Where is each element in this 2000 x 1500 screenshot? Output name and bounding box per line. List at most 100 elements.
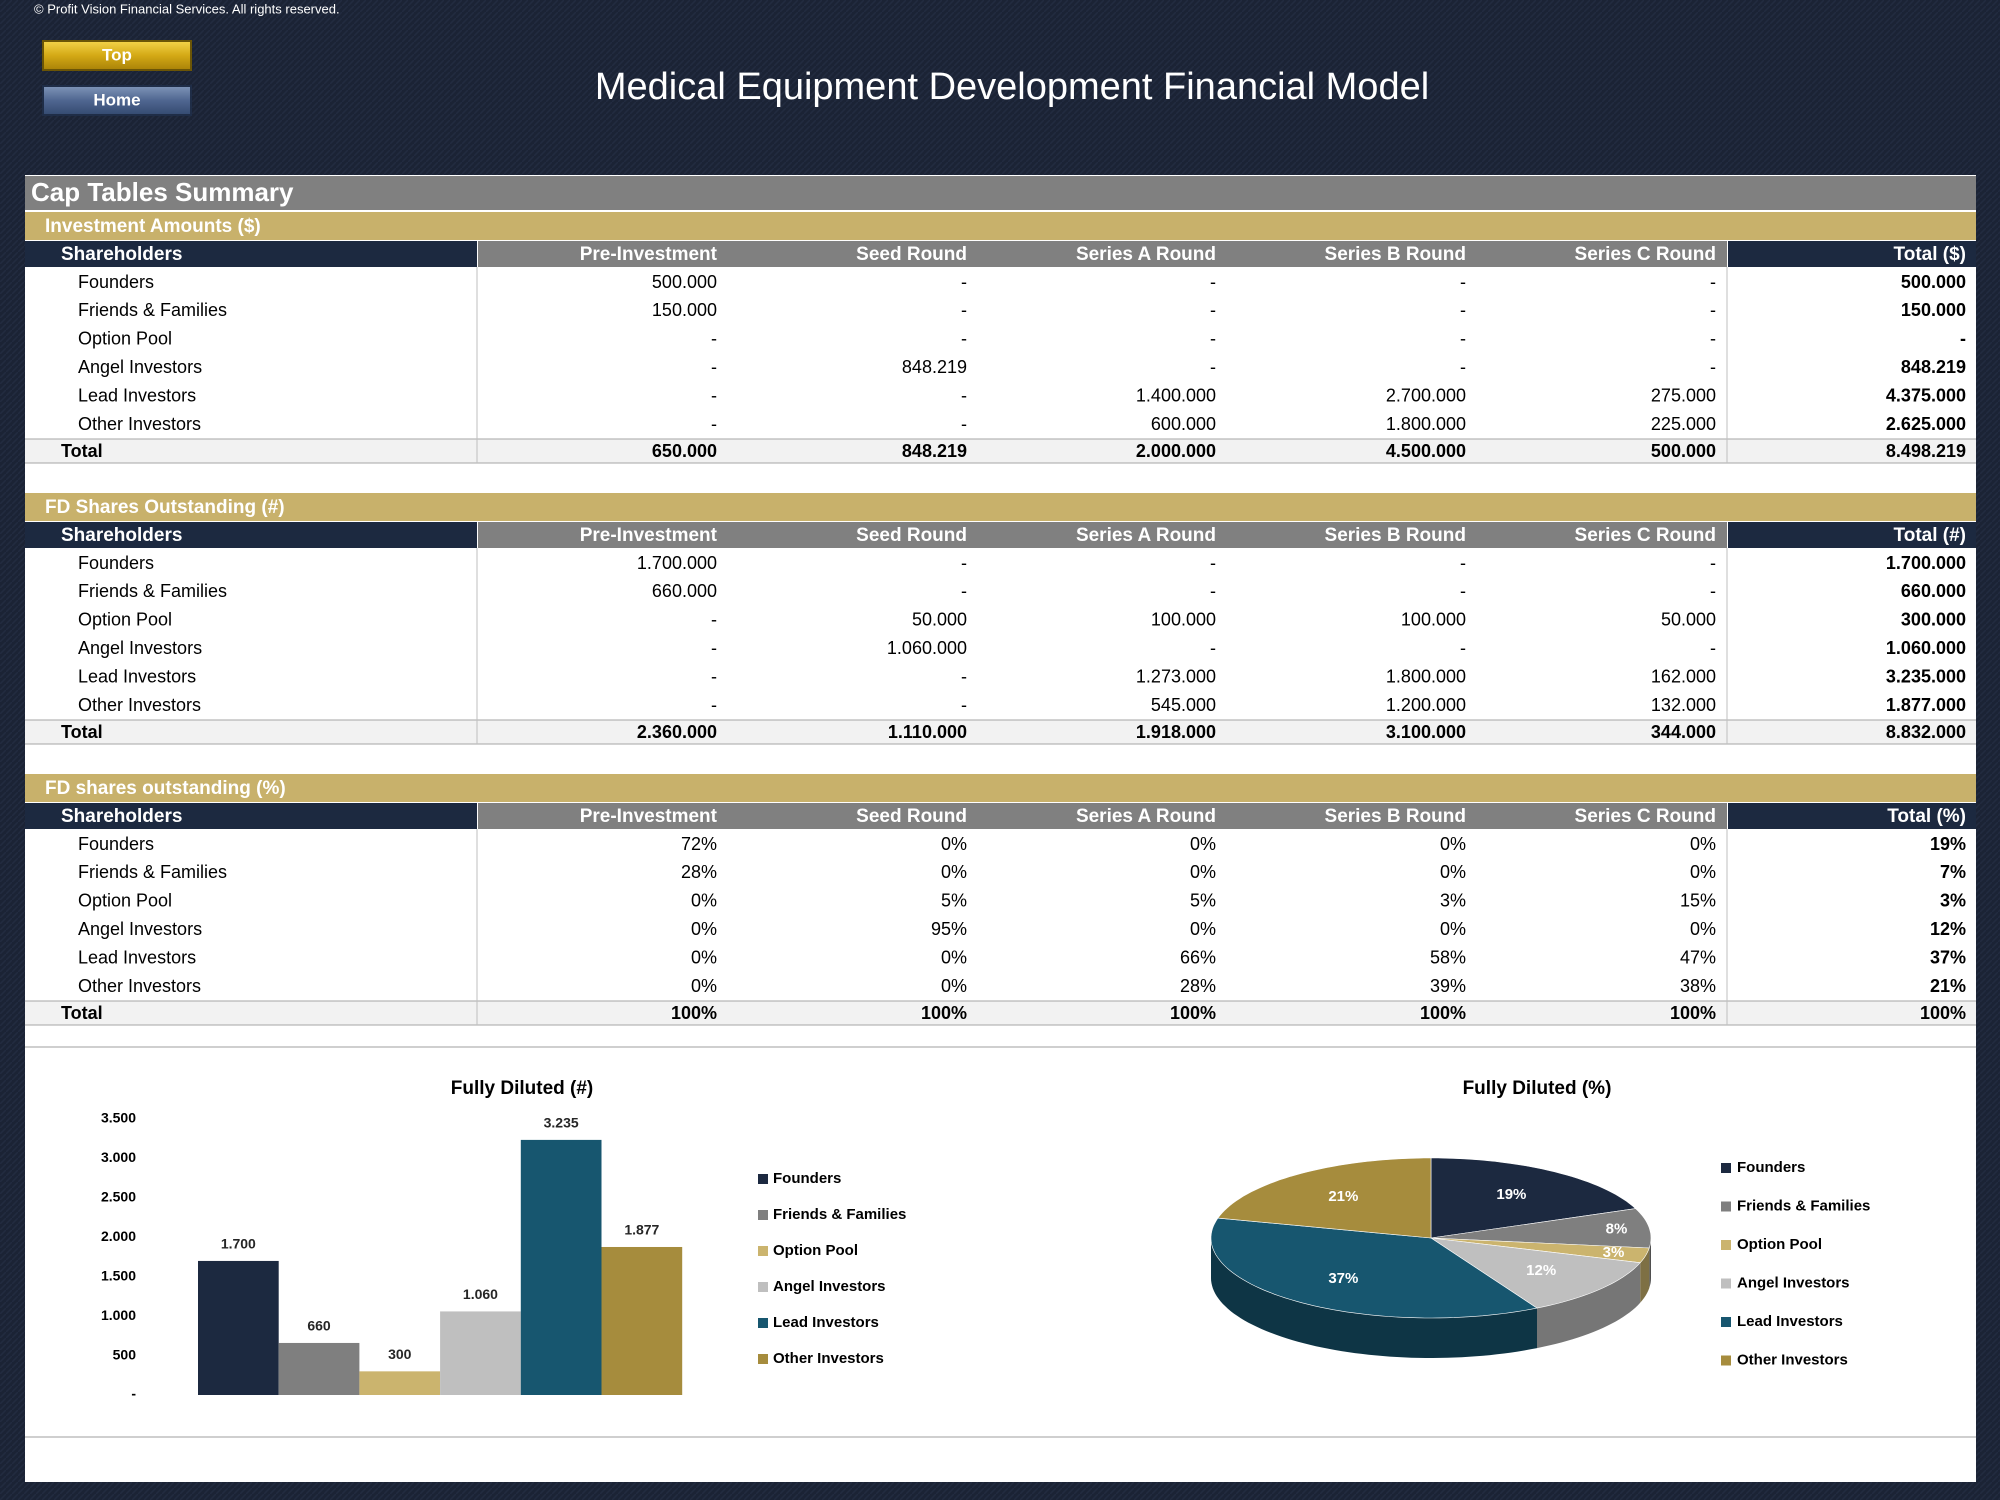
cell: 1.800.000 bbox=[1386, 666, 1466, 686]
cell: 7% bbox=[1940, 862, 1966, 882]
header-cell bbox=[1728, 803, 1976, 829]
legend-label: Friends & Families bbox=[773, 1206, 906, 1223]
legend-label: Friends & Families bbox=[1737, 1197, 1870, 1214]
legend-label: Option Pool bbox=[773, 1242, 858, 1259]
legend-label: Option Pool bbox=[1737, 1236, 1822, 1253]
cell: - bbox=[1710, 581, 1716, 601]
cell: 100.000 bbox=[1401, 610, 1466, 630]
cell: 162.000 bbox=[1651, 666, 1716, 686]
cell: 1.200.000 bbox=[1386, 695, 1466, 715]
cell: 0% bbox=[1690, 919, 1716, 939]
cell: - bbox=[711, 666, 717, 686]
total-cell: 8.832.000 bbox=[1886, 722, 1966, 742]
cell: 1.060.000 bbox=[887, 638, 967, 658]
cell: - bbox=[961, 329, 967, 349]
cell: 0% bbox=[941, 947, 967, 967]
data-label: 3.235 bbox=[544, 1115, 579, 1131]
header-cell bbox=[478, 803, 1727, 829]
cell: 660.000 bbox=[652, 581, 717, 601]
y-tick-label: 3.500 bbox=[101, 1110, 136, 1126]
cell: 15% bbox=[1680, 891, 1716, 911]
cell: - bbox=[711, 638, 717, 658]
legend-label: Lead Investors bbox=[773, 1314, 879, 1331]
header-label: Seed Round bbox=[856, 525, 967, 546]
bar bbox=[198, 1260, 279, 1395]
top-button[interactable]: Top bbox=[42, 40, 192, 71]
legend-swatch bbox=[1721, 1278, 1731, 1289]
cell: 5% bbox=[1190, 891, 1216, 911]
cell: - bbox=[1210, 272, 1216, 292]
total-cell: 650.000 bbox=[652, 441, 717, 461]
bar bbox=[359, 1371, 441, 1395]
data-label: 12% bbox=[1526, 1262, 1556, 1279]
legend-swatch bbox=[1721, 1163, 1731, 1173]
header-cell bbox=[478, 241, 1727, 267]
cell: - bbox=[1960, 329, 1966, 349]
cell: 58% bbox=[1430, 947, 1466, 967]
cell: - bbox=[1460, 357, 1466, 377]
cell: - bbox=[1210, 329, 1216, 349]
header-label: Series A Round bbox=[1076, 244, 1216, 265]
data-label: 1.700 bbox=[221, 1236, 256, 1252]
cell: 500.000 bbox=[652, 272, 717, 292]
bar bbox=[601, 1246, 683, 1395]
cell: 150.000 bbox=[1901, 300, 1966, 320]
button-label[interactable]: Top bbox=[102, 45, 132, 64]
total-cell: 8.498.219 bbox=[1886, 441, 1966, 461]
table-title: Investment Amounts ($) bbox=[45, 216, 261, 237]
cell: 21% bbox=[1930, 976, 1966, 996]
legend-swatch bbox=[1721, 1201, 1731, 1212]
total-cell: 100% bbox=[1920, 1003, 1966, 1023]
row-label: Lead Investors bbox=[78, 385, 196, 405]
table-title: FD Shares Outstanding (#) bbox=[45, 497, 285, 518]
data-label: 1.877 bbox=[624, 1222, 659, 1238]
cell: - bbox=[1460, 581, 1466, 601]
header-label: Total (#) bbox=[1894, 525, 1966, 546]
header-cell bbox=[1728, 241, 1976, 267]
cell: - bbox=[1460, 300, 1466, 320]
total-cell: 3.100.000 bbox=[1386, 722, 1466, 742]
button-face[interactable] bbox=[42, 85, 192, 116]
home-button[interactable]: Home bbox=[42, 85, 192, 116]
row-label: Option Pool bbox=[78, 891, 172, 911]
data-label: 8% bbox=[1606, 1220, 1628, 1237]
legend-label: Lead Investors bbox=[1737, 1313, 1843, 1330]
button-label[interactable]: Home bbox=[93, 90, 140, 109]
cell: - bbox=[1710, 553, 1716, 573]
total-cell: 500.000 bbox=[1651, 441, 1716, 461]
row-label: Friends & Families bbox=[78, 300, 227, 320]
header-label: Seed Round bbox=[856, 244, 967, 265]
total-cell: 2.000.000 bbox=[1136, 441, 1216, 461]
row-label: Option Pool bbox=[78, 610, 172, 630]
pie-slice bbox=[1210, 1217, 1538, 1319]
y-tick-label: 2.500 bbox=[101, 1189, 136, 1205]
table-title-bar bbox=[25, 774, 1976, 802]
row-label: Founders bbox=[78, 834, 154, 854]
y-tick-label: 3.000 bbox=[101, 1149, 136, 1165]
cell: 39% bbox=[1430, 976, 1466, 996]
cell: 0% bbox=[691, 919, 717, 939]
cell: - bbox=[1710, 638, 1716, 658]
cell: 0% bbox=[1440, 862, 1466, 882]
legend-label: Angel Investors bbox=[773, 1278, 886, 1295]
header-label: Series B Round bbox=[1325, 806, 1466, 827]
row-label: Lead Investors bbox=[78, 666, 196, 686]
cell: 0% bbox=[1190, 834, 1216, 854]
header-cell bbox=[25, 522, 477, 548]
cell: 0% bbox=[691, 947, 717, 967]
bar bbox=[440, 1311, 521, 1395]
row-label: Friends & Families bbox=[78, 862, 227, 882]
cell: - bbox=[961, 272, 967, 292]
table-title: FD shares outstanding (%) bbox=[45, 778, 286, 799]
cell: 28% bbox=[681, 862, 717, 882]
cell: 50.000 bbox=[912, 610, 967, 630]
row-label: Option Pool bbox=[78, 329, 172, 349]
data-label: 37% bbox=[1328, 1270, 1358, 1287]
pie-slice bbox=[1430, 1157, 1637, 1239]
legend-label: Founders bbox=[773, 1170, 841, 1187]
button-face[interactable] bbox=[42, 40, 192, 71]
cell: - bbox=[961, 695, 967, 715]
cell: 150.000 bbox=[652, 300, 717, 320]
row-label: Founders bbox=[78, 272, 154, 292]
cell: - bbox=[1210, 581, 1216, 601]
